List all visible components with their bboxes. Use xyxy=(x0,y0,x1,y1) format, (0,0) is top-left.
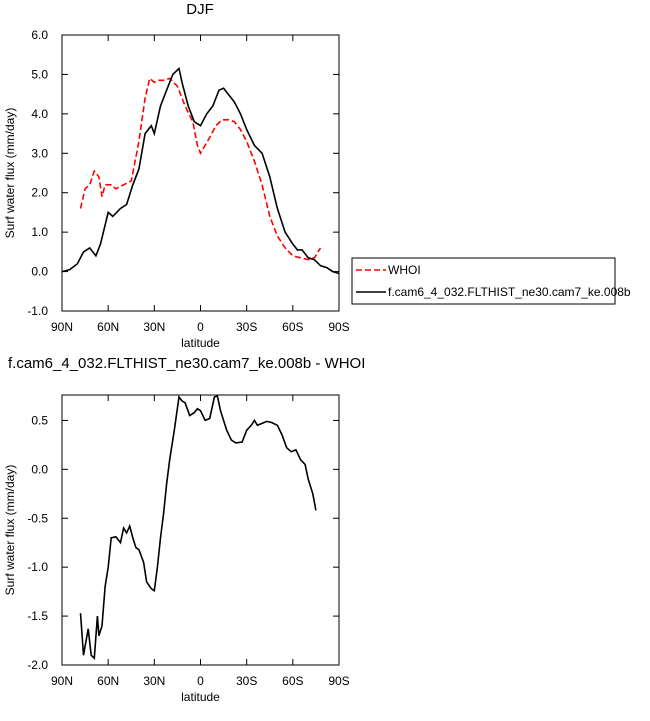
plot-frame xyxy=(61,34,340,312)
y-tick-label: -0.5 xyxy=(27,511,48,525)
x-tick-label: 30N xyxy=(143,674,165,688)
x-tick-label: 30S xyxy=(236,674,257,688)
x-tick-label: 0 xyxy=(197,320,204,334)
y-tick-label: 2.0 xyxy=(31,186,48,200)
data-line xyxy=(79,76,322,261)
x-tick-label: 60S xyxy=(282,674,303,688)
x-tick-label: 0 xyxy=(197,674,204,688)
y-tick-label: -2.0 xyxy=(27,658,48,672)
x-tick-label: 60N xyxy=(97,674,119,688)
y-tick-label: 0.5 xyxy=(31,413,48,427)
x-tick-label: 90S xyxy=(328,320,349,334)
x-axis-label: latitude xyxy=(181,690,220,704)
y-tick-label: 3.0 xyxy=(31,146,48,160)
chart-title: DJF xyxy=(186,1,214,18)
x-tick-label: 90S xyxy=(328,674,349,688)
y-tick-label: -1.5 xyxy=(27,609,48,623)
x-tick-label: 30N xyxy=(143,320,165,334)
y-axis-label: Surf water flux (mm/day) xyxy=(3,108,17,239)
x-tick-label: 60N xyxy=(97,320,119,334)
data-line xyxy=(61,66,340,275)
x-tick-label: 90N xyxy=(51,320,73,334)
y-tick-label: 6.0 xyxy=(31,28,48,42)
x-axis-label: latitude xyxy=(181,336,220,350)
legend-box xyxy=(351,257,616,305)
y-tick-label: 0.0 xyxy=(31,265,48,279)
legend-label: WHOI xyxy=(388,263,421,277)
y-tick-label: 4.0 xyxy=(31,107,48,121)
x-tick-label: 30S xyxy=(236,320,257,334)
y-tick-label: 0.0 xyxy=(31,462,48,476)
x-tick-label: 60S xyxy=(282,320,303,334)
data-line xyxy=(79,394,317,660)
plot-frame xyxy=(61,394,340,666)
chart-title: f.cam6_4_032.FLTHIST_ne30.cam7_ke.008b -… xyxy=(8,355,365,372)
y-axis-label: Surf water flux (mm/day) xyxy=(3,465,17,596)
y-tick-label: 1.0 xyxy=(31,225,48,239)
y-tick-label: -1.0 xyxy=(27,560,48,574)
legend-label: f.cam6_4_032.FLTHIST_ne30.cam7_ke.008b xyxy=(388,285,631,299)
y-tick-label: 5.0 xyxy=(31,67,48,81)
y-tick-label: -1.0 xyxy=(27,304,48,318)
x-tick-label: 90N xyxy=(51,674,73,688)
